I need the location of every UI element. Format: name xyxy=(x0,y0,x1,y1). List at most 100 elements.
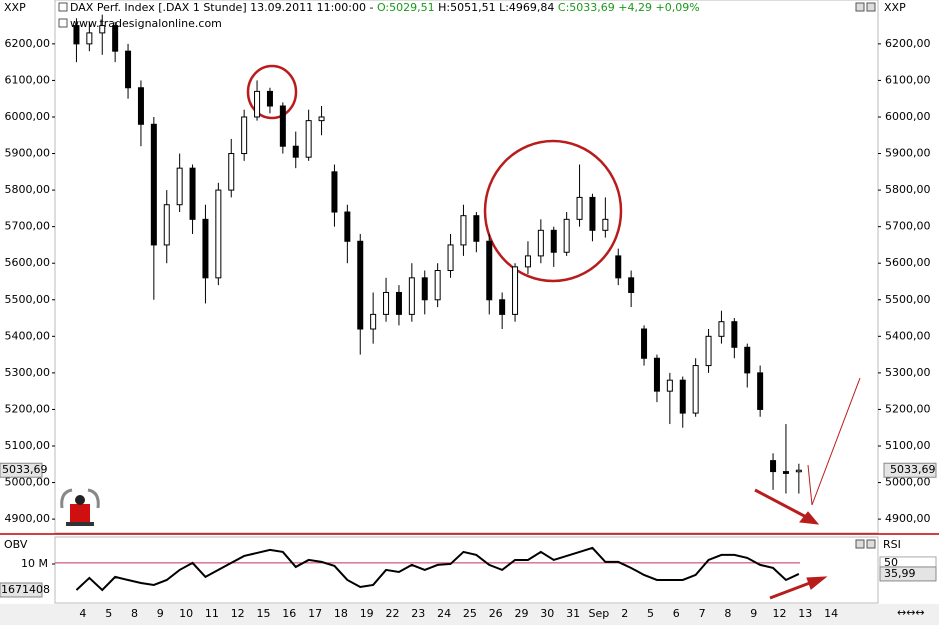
candle-body xyxy=(512,266,519,315)
indicator-line xyxy=(75,546,800,592)
obv-value: 1671408 xyxy=(1,583,50,596)
y-tick-label: 5500,00 xyxy=(885,293,931,306)
candle-body xyxy=(589,196,596,231)
y2-tick-label: 50 xyxy=(884,556,898,569)
x-tick-label: 25 xyxy=(463,607,477,620)
x-tick-label: 13 xyxy=(798,607,812,620)
y-tick-label: 5200,00 xyxy=(885,402,931,415)
candle-body xyxy=(357,240,364,330)
candle-body xyxy=(550,229,557,253)
y-tick-label: 4900,00 xyxy=(5,512,51,525)
rsi-box xyxy=(879,566,937,582)
x-tick-label: 15 xyxy=(257,607,271,620)
circle-annotation xyxy=(483,139,623,283)
candle-body xyxy=(486,240,493,301)
last-price-box xyxy=(0,462,43,478)
candle-body xyxy=(576,196,583,220)
x-tick-label: 7 xyxy=(699,607,706,620)
candle-body xyxy=(563,218,570,253)
candle-body xyxy=(524,255,531,268)
candle-body xyxy=(718,321,725,337)
last-price-label: 5033,69 xyxy=(2,463,48,476)
y-tick-label: 10 M xyxy=(21,557,48,570)
y-tick-label: 5400,00 xyxy=(5,329,51,342)
x-tick-label: 30 xyxy=(540,607,554,620)
x-tick-label: 12 xyxy=(773,607,787,620)
candle-body xyxy=(653,357,660,392)
candle-body xyxy=(254,90,261,118)
scroll-buttons[interactable]: ↔↔↔ xyxy=(897,606,925,619)
x-tick-label: 24 xyxy=(437,607,451,620)
y-tick-label: 4900,00 xyxy=(885,512,931,525)
y-tick-label: 5700,00 xyxy=(5,220,51,233)
candle-body xyxy=(305,120,312,158)
title: DAX Perf. Index [.DAX 1 Stunde] 13.09.20… xyxy=(70,1,373,14)
y-tick-label: 6200,00 xyxy=(5,37,51,50)
x-tick-label: 9 xyxy=(157,607,164,620)
x-tick-label: 11 xyxy=(205,607,219,620)
x-tick-label: 4 xyxy=(79,607,86,620)
x-tick-label: 23 xyxy=(411,607,425,620)
candle-body xyxy=(473,215,480,242)
candle-body xyxy=(628,277,635,293)
x-tick-label: 5 xyxy=(647,607,654,620)
y-tick-label: 6100,00 xyxy=(5,73,51,86)
x-tick-label: 26 xyxy=(489,607,503,620)
symbol-left: XXP xyxy=(4,1,26,14)
candle-body xyxy=(125,50,132,89)
window-button[interactable] xyxy=(866,2,876,12)
candle-body xyxy=(782,471,789,474)
x-tick-label: 31 xyxy=(566,607,580,620)
candle-body xyxy=(241,116,248,155)
indicator-area xyxy=(54,536,879,604)
candle-body xyxy=(770,460,777,473)
candle-body xyxy=(795,469,802,473)
candle-body xyxy=(331,171,338,213)
candle-body xyxy=(99,25,106,34)
candle-body xyxy=(344,211,351,242)
open-text: O:5029,51 xyxy=(377,1,435,14)
candle-body xyxy=(266,90,273,107)
y-tick-label: 5400,00 xyxy=(885,329,931,342)
window-button[interactable] xyxy=(855,2,865,12)
x-tick-label: 9 xyxy=(750,607,757,620)
y-tick-label: 6200,00 xyxy=(885,37,931,50)
obv-box xyxy=(0,582,43,598)
candle-body xyxy=(150,123,157,246)
y-tick-label: 5900,00 xyxy=(5,147,51,160)
candle-body xyxy=(731,321,738,348)
window-button[interactable] xyxy=(855,539,865,549)
x-tick-label: 16 xyxy=(282,607,296,620)
candle-body xyxy=(499,299,506,315)
last-price-label: 5033,69 xyxy=(890,463,936,476)
candle-body xyxy=(279,105,286,147)
candle-body xyxy=(228,153,235,191)
candle-body xyxy=(615,255,622,279)
checkbox[interactable] xyxy=(58,18,68,28)
checkbox[interactable] xyxy=(58,2,68,12)
candle-body xyxy=(460,215,467,246)
y-tick-label: 5000,00 xyxy=(5,476,51,489)
y-tick-label: 5800,00 xyxy=(885,183,931,196)
y-tick-label: 5900,00 xyxy=(885,147,931,160)
obv-label: OBV xyxy=(4,538,28,551)
window-button[interactable] xyxy=(866,539,876,549)
candle-body xyxy=(318,116,325,122)
candle-body xyxy=(176,167,183,206)
candle-body xyxy=(666,379,673,392)
y-tick-label: 5300,00 xyxy=(5,366,51,379)
candle-body xyxy=(602,218,609,231)
candle-body xyxy=(705,335,712,367)
x-axis-strip xyxy=(0,604,939,625)
watermark: www.tradesignalonline.com xyxy=(70,17,222,30)
candle-body xyxy=(692,365,699,414)
arrow xyxy=(769,579,816,600)
arrow-head xyxy=(806,576,828,590)
candle-body xyxy=(383,291,390,315)
annotations xyxy=(246,64,861,600)
candle-body xyxy=(370,313,377,330)
candle-body xyxy=(641,328,648,359)
candle-body xyxy=(86,32,93,45)
last-price-box xyxy=(883,462,937,478)
x-tick-label: 17 xyxy=(308,607,322,620)
